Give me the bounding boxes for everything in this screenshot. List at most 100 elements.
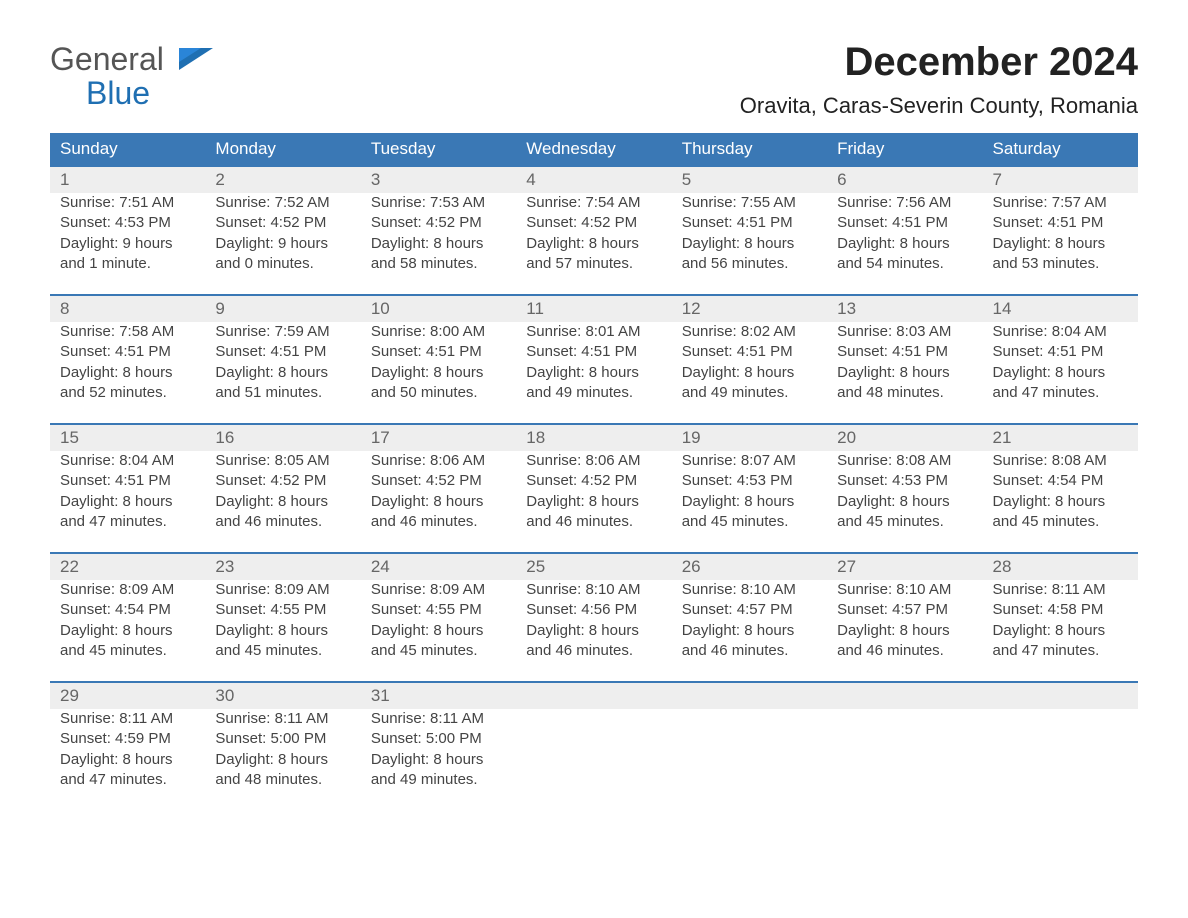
- day-number: 22: [50, 553, 205, 580]
- day-number: 20: [827, 424, 982, 451]
- logo-line1: General: [50, 41, 164, 77]
- dl2-text: and 50 minutes.: [371, 383, 506, 403]
- dl1-text: Daylight: 8 hours: [682, 234, 817, 254]
- location: Oravita, Caras-Severin County, Romania: [740, 93, 1138, 119]
- dl2-text: and 52 minutes.: [60, 383, 195, 403]
- empty-cell: [516, 709, 671, 810]
- day-number: 4: [516, 166, 671, 193]
- day-number: 29: [50, 682, 205, 709]
- dl2-text: and 46 minutes.: [371, 512, 506, 532]
- sunset-text: Sunset: 4:53 PM: [60, 213, 195, 233]
- empty-cell: [672, 709, 827, 810]
- day-number: [516, 682, 671, 709]
- day-number: 19: [672, 424, 827, 451]
- sunset-text: Sunset: 4:51 PM: [837, 213, 972, 233]
- dl1-text: Daylight: 8 hours: [371, 363, 506, 383]
- dl1-text: Daylight: 8 hours: [682, 363, 817, 383]
- dl2-text: and 45 minutes.: [837, 512, 972, 532]
- day-data-row: Sunrise: 8:04 AMSunset: 4:51 PMDaylight:…: [50, 451, 1138, 553]
- dl2-text: and 46 minutes.: [526, 641, 661, 661]
- day-cell: Sunrise: 7:55 AMSunset: 4:51 PMDaylight:…: [672, 193, 827, 295]
- weekday-header: Wednesday: [516, 133, 671, 166]
- sunrise-text: Sunrise: 8:00 AM: [371, 322, 506, 342]
- sunset-text: Sunset: 4:53 PM: [682, 471, 817, 491]
- day-cell: Sunrise: 8:05 AMSunset: 4:52 PMDaylight:…: [205, 451, 360, 553]
- day-number: [983, 682, 1138, 709]
- day-number: 1: [50, 166, 205, 193]
- dl1-text: Daylight: 8 hours: [526, 492, 661, 512]
- dl2-text: and 45 minutes.: [60, 641, 195, 661]
- dl1-text: Daylight: 9 hours: [215, 234, 350, 254]
- sunset-text: Sunset: 4:51 PM: [993, 342, 1128, 362]
- day-cell: Sunrise: 8:10 AMSunset: 4:56 PMDaylight:…: [516, 580, 671, 682]
- day-number: 10: [361, 295, 516, 322]
- day-data-row: Sunrise: 8:09 AMSunset: 4:54 PMDaylight:…: [50, 580, 1138, 682]
- sunrise-text: Sunrise: 8:11 AM: [60, 709, 195, 729]
- sunrise-text: Sunrise: 8:03 AM: [837, 322, 972, 342]
- sunrise-text: Sunrise: 8:10 AM: [526, 580, 661, 600]
- day-number: 21: [983, 424, 1138, 451]
- dl2-text: and 45 minutes.: [993, 512, 1128, 532]
- sunrise-text: Sunrise: 8:02 AM: [682, 322, 817, 342]
- weekday-header: Thursday: [672, 133, 827, 166]
- day-cell: Sunrise: 8:02 AMSunset: 4:51 PMDaylight:…: [672, 322, 827, 424]
- dl2-text: and 47 minutes.: [60, 770, 195, 790]
- dl1-text: Daylight: 8 hours: [371, 621, 506, 641]
- header: General Blue December 2024 Oravita, Cara…: [50, 40, 1138, 119]
- sunset-text: Sunset: 4:57 PM: [837, 600, 972, 620]
- dl2-text: and 46 minutes.: [837, 641, 972, 661]
- day-number: 5: [672, 166, 827, 193]
- sunrise-text: Sunrise: 7:53 AM: [371, 193, 506, 213]
- sunrise-text: Sunrise: 7:59 AM: [215, 322, 350, 342]
- day-number-row: 293031: [50, 682, 1138, 709]
- logo: General Blue: [50, 40, 213, 110]
- sunrise-text: Sunrise: 8:04 AM: [993, 322, 1128, 342]
- sunset-text: Sunset: 5:00 PM: [371, 729, 506, 749]
- dl1-text: Daylight: 9 hours: [60, 234, 195, 254]
- sunset-text: Sunset: 4:52 PM: [371, 213, 506, 233]
- logo-flag-icon: [179, 48, 213, 70]
- dl2-text: and 49 minutes.: [526, 383, 661, 403]
- weekday-header: Monday: [205, 133, 360, 166]
- day-cell: Sunrise: 8:08 AMSunset: 4:54 PMDaylight:…: [983, 451, 1138, 553]
- dl2-text: and 46 minutes.: [682, 641, 817, 661]
- dl1-text: Daylight: 8 hours: [526, 234, 661, 254]
- sunset-text: Sunset: 4:56 PM: [526, 600, 661, 620]
- dl2-text: and 48 minutes.: [837, 383, 972, 403]
- sunset-text: Sunset: 4:51 PM: [993, 213, 1128, 233]
- sunset-text: Sunset: 4:52 PM: [371, 471, 506, 491]
- dl2-text: and 51 minutes.: [215, 383, 350, 403]
- sunset-text: Sunset: 4:55 PM: [371, 600, 506, 620]
- sunset-text: Sunset: 4:51 PM: [60, 342, 195, 362]
- dl2-text: and 1 minute.: [60, 254, 195, 274]
- dl2-text: and 54 minutes.: [837, 254, 972, 274]
- day-cell: Sunrise: 8:01 AMSunset: 4:51 PMDaylight:…: [516, 322, 671, 424]
- day-number-row: 891011121314: [50, 295, 1138, 322]
- dl2-text: and 0 minutes.: [215, 254, 350, 274]
- sunset-text: Sunset: 4:51 PM: [215, 342, 350, 362]
- sunset-text: Sunset: 4:52 PM: [215, 471, 350, 491]
- day-cell: Sunrise: 8:04 AMSunset: 4:51 PMDaylight:…: [983, 322, 1138, 424]
- dl2-text: and 45 minutes.: [371, 641, 506, 661]
- day-number: 2: [205, 166, 360, 193]
- sunrise-text: Sunrise: 8:04 AM: [60, 451, 195, 471]
- day-cell: Sunrise: 8:11 AMSunset: 4:58 PMDaylight:…: [983, 580, 1138, 682]
- dl2-text: and 47 minutes.: [993, 383, 1128, 403]
- day-number: 15: [50, 424, 205, 451]
- sunset-text: Sunset: 4:51 PM: [837, 342, 972, 362]
- sunrise-text: Sunrise: 8:08 AM: [993, 451, 1128, 471]
- dl2-text: and 47 minutes.: [993, 641, 1128, 661]
- dl1-text: Daylight: 8 hours: [215, 750, 350, 770]
- day-cell: Sunrise: 7:59 AMSunset: 4:51 PMDaylight:…: [205, 322, 360, 424]
- logo-text: General Blue: [50, 40, 213, 110]
- day-number: 6: [827, 166, 982, 193]
- sunset-text: Sunset: 4:52 PM: [526, 213, 661, 233]
- sunrise-text: Sunrise: 7:55 AM: [682, 193, 817, 213]
- weekday-header: Sunday: [50, 133, 205, 166]
- sunset-text: Sunset: 4:51 PM: [60, 471, 195, 491]
- dl1-text: Daylight: 8 hours: [837, 234, 972, 254]
- dl1-text: Daylight: 8 hours: [60, 492, 195, 512]
- sunrise-text: Sunrise: 7:58 AM: [60, 322, 195, 342]
- weekday-header: Friday: [827, 133, 982, 166]
- dl2-text: and 45 minutes.: [682, 512, 817, 532]
